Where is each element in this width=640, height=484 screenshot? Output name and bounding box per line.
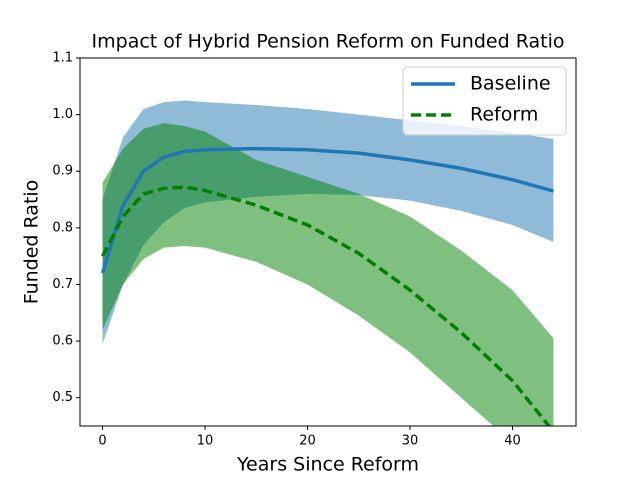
series-line [100, 146, 554, 274]
y-tick-label: 1.0 [52, 107, 73, 122]
x-tick-label: 20 [299, 434, 316, 449]
plot-area [100, 100, 554, 426]
y-tick-label: 0.9 [52, 164, 73, 179]
x-tick-label: 10 [197, 434, 214, 449]
y-axis-label: Funded Ratio [21, 180, 43, 305]
axes-frame [79, 57, 577, 427]
series-line [100, 185, 552, 426]
x-tick-label: 0 [98, 434, 106, 449]
x-tick-label: 30 [402, 434, 419, 449]
legend-label: Reform [470, 104, 538, 126]
y-tick-label: 0.8 [52, 220, 73, 235]
y-tick-label: 0.6 [52, 334, 73, 349]
x-axis-label: Years Since Reform [236, 454, 419, 476]
confidence-band [102, 123, 554, 426]
y-tick-label: 1.1 [52, 51, 73, 66]
legend-label: Baseline [470, 73, 551, 95]
y-tick-label: 0.5 [52, 390, 73, 405]
x-tick-label: 40 [504, 434, 521, 449]
chart-title: Impact of Hybrid Pension Reform on Funde… [92, 31, 565, 53]
y-tick-label: 0.7 [52, 277, 73, 292]
